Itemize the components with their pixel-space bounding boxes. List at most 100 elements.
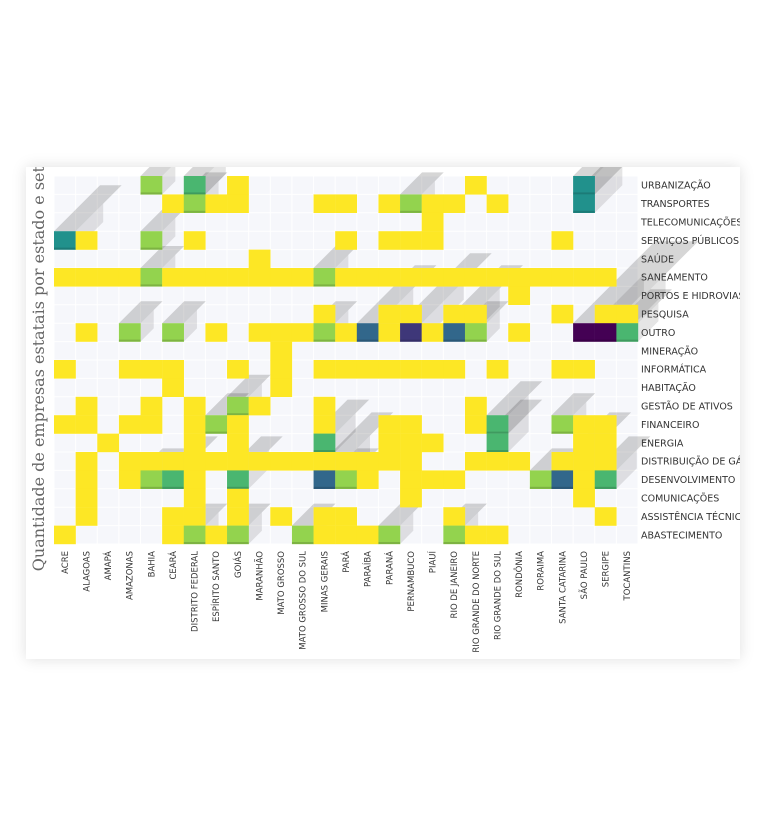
row-label: SERVIÇOS PÚBLICOS <box>641 235 739 247</box>
heatmap-cell <box>162 194 184 213</box>
cell-shadow <box>183 167 215 176</box>
heatmap-cell <box>464 525 487 545</box>
column-label: DISTRITO FEDERAL <box>191 551 201 632</box>
heatmap-cell <box>421 323 444 342</box>
column-label: PIAUÍ <box>427 551 439 574</box>
cell-edge <box>183 210 206 213</box>
heatmap-cell <box>227 507 249 526</box>
heatmap-cell <box>270 360 293 379</box>
cell-edge <box>400 339 422 342</box>
heatmap-cell <box>313 268 336 287</box>
column-label: PERNAMBUCO <box>407 551 417 612</box>
heatmap-cell <box>594 415 617 434</box>
row-label: INFORMÁTICA <box>641 364 707 376</box>
cell-edge <box>183 192 206 195</box>
heatmap-cell <box>75 507 98 526</box>
heatmap-cell <box>335 268 358 287</box>
heatmap-cell <box>313 415 336 434</box>
heatmap-cell <box>183 470 206 489</box>
cell-edge <box>54 247 76 250</box>
heatmap-cell <box>183 507 206 526</box>
heatmap-cell <box>464 176 487 195</box>
heatmap-cell <box>162 452 184 471</box>
heatmap-cell <box>227 194 249 213</box>
heatmap-cell <box>551 268 574 287</box>
heatmap-cell <box>356 452 379 471</box>
column-label: PARAÍBA <box>362 551 374 587</box>
heatmap-cell <box>400 360 422 379</box>
column-label: AMAZONAS <box>126 551 136 600</box>
heatmap-cell <box>443 304 466 324</box>
heatmap-cell <box>54 268 76 287</box>
column-label: MARANHÃO <box>254 551 265 601</box>
heatmap-cell <box>227 268 249 287</box>
cell-edge <box>573 192 595 195</box>
column-label: SERGIPE <box>602 551 612 587</box>
heatmap-cell <box>313 470 336 489</box>
heatmap-cell <box>378 433 401 453</box>
cell-shadow-side <box>508 394 529 434</box>
cell-shadow <box>227 374 271 397</box>
heatmap-cell <box>378 415 401 434</box>
heatmap-cell <box>270 452 293 471</box>
cell-shadow-side <box>140 310 154 342</box>
heatmap-cell <box>54 360 76 379</box>
cell-edge <box>616 339 638 342</box>
row-label: HABITAÇÃO <box>641 383 696 394</box>
heatmap-cell <box>356 323 379 342</box>
heatmap-cell <box>594 304 617 324</box>
heatmap-cell <box>378 452 401 471</box>
heatmap-cell <box>162 378 184 397</box>
heatmap-cell <box>162 525 184 545</box>
row-label: TRANSPORTES <box>640 199 710 210</box>
column-label: RIO GRANDE DO NORTE <box>472 551 482 653</box>
heatmap-cell <box>335 323 358 342</box>
heatmap-cell <box>400 470 422 489</box>
heatmap-cell <box>464 452 487 471</box>
row-label: PESQUISA <box>641 310 689 321</box>
heatmap-cell <box>227 433 249 453</box>
heatmap-cell <box>356 268 379 287</box>
heatmap-cell <box>183 176 206 195</box>
cell-edge <box>118 339 141 342</box>
column-label: ALAGOAS <box>82 551 92 592</box>
heatmap-cell <box>75 268 98 287</box>
cell-edge <box>313 339 336 342</box>
heatmap-cell <box>313 323 336 342</box>
column-label: PARÁ <box>340 551 352 573</box>
heatmap-cell <box>356 360 379 379</box>
heatmap-cell <box>227 396 249 416</box>
heatmap-cell <box>594 268 617 287</box>
heatmap-cell <box>421 268 444 287</box>
heatmap-cell <box>573 360 595 379</box>
column-label: PARANÁ <box>383 551 395 585</box>
heatmap-cell <box>205 268 228 287</box>
row-label: URBANIZAÇÃO <box>641 181 711 192</box>
heatmap-cell <box>183 488 206 508</box>
heatmap-cell <box>400 433 422 453</box>
heatmap-cell <box>183 525 206 545</box>
heatmap-cell <box>75 470 98 489</box>
heatmap-cell <box>486 194 509 213</box>
heatmap-cell <box>118 360 141 379</box>
heatmap-cell <box>118 323 141 342</box>
heatmap-cell <box>616 323 639 342</box>
heatmap-cell <box>400 323 422 342</box>
chart-card: URBANIZAÇÃO TRANSPORTES TELECOMUNICAÇÕES SE… <box>26 167 740 659</box>
heatmap-cell <box>140 415 163 434</box>
heatmap-cell <box>400 268 422 287</box>
heatmap-cell <box>486 268 509 287</box>
heatmap-cell <box>443 525 466 545</box>
column-label: ACRE <box>61 551 71 574</box>
heatmap-cell <box>270 507 293 526</box>
row-label: MINERAÇÃO <box>641 346 698 357</box>
cell-edge <box>551 431 574 434</box>
heatmap-cell <box>378 194 401 213</box>
heatmap-cell <box>594 507 617 526</box>
heatmap-cell <box>205 452 228 471</box>
heatmap-cell <box>486 452 509 471</box>
heatmap-cell <box>421 231 444 250</box>
heatmap-cell <box>183 194 206 213</box>
column-label: MATO GROSSO <box>277 551 287 615</box>
column-label: RIO DE JANEIRO <box>450 551 460 619</box>
